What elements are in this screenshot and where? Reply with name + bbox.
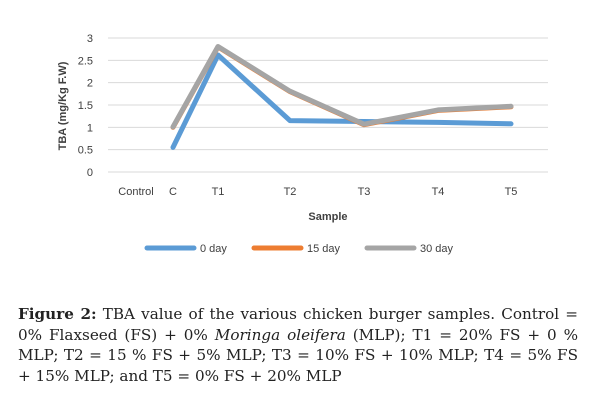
caption-text-part2: (MLP); T1 = 20% FS + 0 % MLP; T2 = 15 % … — [18, 325, 579, 385]
y-tick-label: 3 — [87, 33, 93, 45]
x-tick-label: T4 — [432, 186, 445, 198]
x-tick-label: T1 — [212, 186, 225, 198]
line-chart: 0 0.5 1 1.5 2 2.5 3 Control C T1 T2 T3 T4 T5 TBA (mg… — [57, 33, 548, 255]
x-tick-label: Control — [118, 186, 153, 198]
x-tick-label: C — [169, 186, 177, 198]
caption-species-name: Moringa oleifera — [214, 325, 346, 344]
y-axis-ticks: 0 0.5 1 1.5 2 2.5 3 — [78, 33, 93, 179]
caption-text-part1: TBA value of the various chicken burger … — [18, 305, 578, 344]
y-tick-label: 2 — [87, 78, 93, 90]
legend-label: 15 day — [307, 243, 341, 255]
x-tick-label: T5 — [505, 186, 518, 198]
x-tick-label: T3 — [358, 186, 371, 198]
x-tick-label: T2 — [284, 186, 297, 198]
y-tick-label: 2.5 — [78, 55, 93, 67]
y-tick-label: 1.5 — [78, 100, 93, 112]
legend: 0 day 15 day 30 day — [144, 243, 454, 255]
x-axis-ticks: Control C T1 T2 T3 T4 T5 — [118, 186, 517, 198]
y-tick-label: 0.5 — [78, 145, 93, 157]
series-lines — [170, 44, 514, 150]
legend-label: 30 day — [420, 243, 454, 255]
legend-label: 0 day — [200, 243, 227, 255]
figure-caption: Figure 2: TBA value of the various chick… — [18, 304, 578, 386]
x-axis-title: Sample — [308, 211, 347, 223]
series-line-0-day — [170, 52, 514, 150]
y-tick-label: 1 — [87, 122, 93, 134]
series-line-30-day — [170, 44, 514, 130]
caption-label: Figure 2: — [18, 305, 97, 323]
gridlines — [108, 37, 548, 173]
y-axis-title: TBA (mg/Kg F.W) — [57, 61, 69, 150]
y-tick-label: 0 — [87, 167, 93, 179]
